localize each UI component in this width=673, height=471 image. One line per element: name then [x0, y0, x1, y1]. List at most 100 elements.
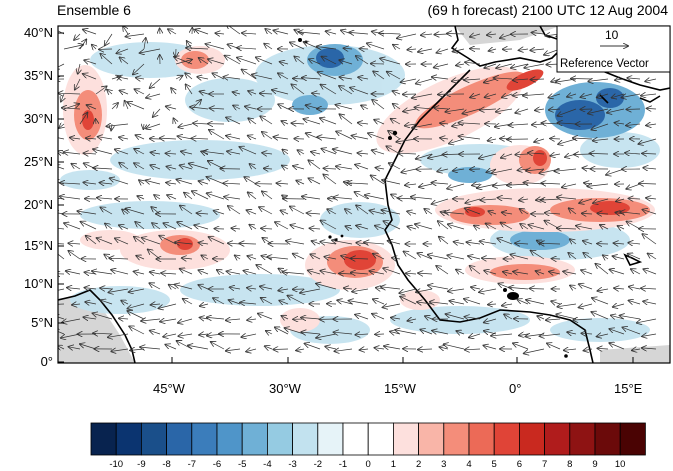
wind-arrow — [84, 153, 97, 154]
wind-arrow — [160, 319, 177, 322]
colorbar-label: 1 — [390, 459, 397, 470]
wind-arrow — [515, 154, 529, 155]
wind-arrow — [592, 123, 609, 130]
wind-arrow — [355, 165, 369, 170]
wind-arrow — [418, 349, 433, 350]
wind-arrow — [645, 79, 657, 81]
wind-arrow — [465, 62, 481, 64]
wind-arrow — [440, 123, 449, 124]
wind-arrow — [484, 64, 497, 68]
wind-arrow — [248, 136, 257, 139]
wind-arrow — [120, 57, 129, 65]
wind-arrow — [452, 79, 465, 81]
wind-arrow — [309, 178, 321, 185]
wind-arrow — [58, 288, 65, 291]
wind-arrow — [447, 34, 465, 35]
wind-arrow — [209, 130, 225, 140]
wind-arrow — [101, 207, 113, 215]
wind-arrow — [480, 241, 497, 244]
wind-arrow — [168, 29, 177, 34]
wind-arrow — [555, 169, 577, 171]
wind-arrow — [129, 326, 145, 335]
wind-arrow — [321, 85, 337, 95]
wind-arrow — [532, 33, 545, 35]
wind-arrow — [416, 289, 433, 292]
wind-arrow — [437, 49, 449, 53]
wind-arrow — [278, 289, 289, 291]
wind-arrow — [540, 334, 561, 336]
wind-arrow — [317, 137, 337, 139]
colorbar-swatch — [418, 422, 445, 456]
wind-arrow — [273, 349, 289, 350]
wind-arrow — [346, 226, 353, 229]
wind-arrow — [498, 238, 513, 245]
wind-arrow — [178, 124, 193, 127]
colorbar-label: 5 — [491, 459, 497, 470]
wind-arrow — [279, 301, 289, 304]
reference-vector-box — [556, 25, 671, 73]
wind-arrow — [524, 63, 545, 68]
wind-arrow — [582, 333, 593, 334]
wind-arrow — [434, 34, 449, 35]
wind-arrow — [150, 78, 161, 88]
wind-arrow — [259, 207, 273, 215]
wind-arrow — [573, 319, 593, 320]
wind-arrow — [109, 289, 129, 292]
wind-arrow — [282, 272, 305, 274]
wind-arrow — [502, 94, 513, 97]
wind-arrow — [260, 93, 273, 94]
wind-arrow — [529, 225, 545, 230]
colorbar-label: -1 — [338, 459, 348, 470]
wind-arrow — [134, 149, 145, 155]
wind-arrow — [511, 255, 529, 260]
wind-arrow — [574, 154, 593, 155]
colorbar-swatch — [493, 422, 520, 456]
wind-arrow — [296, 349, 305, 351]
wind-arrow — [127, 102, 145, 110]
wind-arrow — [225, 56, 241, 65]
wind-arrow — [92, 271, 113, 274]
wind-arrow — [470, 94, 481, 98]
wind-arrow — [361, 105, 369, 109]
wind-arrow — [58, 316, 65, 319]
wind-arrow — [293, 166, 305, 169]
wind-arrow — [564, 349, 577, 350]
wind-arrow — [86, 138, 97, 139]
wind-arrow — [119, 163, 129, 170]
wind-arrow — [432, 198, 449, 204]
wind-arrow — [484, 271, 497, 274]
wind-arrow — [166, 153, 177, 154]
wind-arrow — [311, 254, 321, 260]
wind-arrow — [229, 300, 241, 304]
masked-area — [58, 290, 135, 363]
wind-arrow — [326, 31, 337, 34]
wind-arrow — [200, 92, 209, 95]
wind-arrow — [311, 152, 321, 154]
wind-arrow — [334, 332, 353, 334]
wind-arrow — [563, 271, 577, 274]
wind-arrow — [485, 94, 497, 97]
colorbar-swatch — [443, 422, 470, 456]
wind-arrow — [302, 196, 321, 199]
wind-arrow — [465, 317, 481, 319]
wind-arrow — [434, 64, 449, 68]
wind-arrow — [432, 77, 449, 79]
wind-arrow — [248, 192, 257, 200]
wind-arrow — [486, 224, 497, 230]
lat-label: 10°N — [23, 276, 53, 291]
wind-arrow — [72, 164, 81, 170]
wind-arrow — [186, 48, 209, 49]
wind-arrow — [530, 49, 545, 50]
wind-arrow — [496, 109, 513, 112]
wind-arrow — [541, 183, 561, 184]
wind-arrow — [573, 138, 593, 139]
wind-arrow — [324, 257, 337, 259]
colorbar-label: -2 — [313, 459, 323, 470]
colorbar-swatch — [519, 422, 546, 456]
wind-arrow — [500, 139, 513, 140]
wind-arrow — [177, 222, 193, 230]
wind-arrow — [465, 198, 481, 203]
wind-arrow — [200, 304, 209, 306]
wind-arrow — [217, 270, 225, 274]
wind-arrow — [641, 288, 657, 289]
